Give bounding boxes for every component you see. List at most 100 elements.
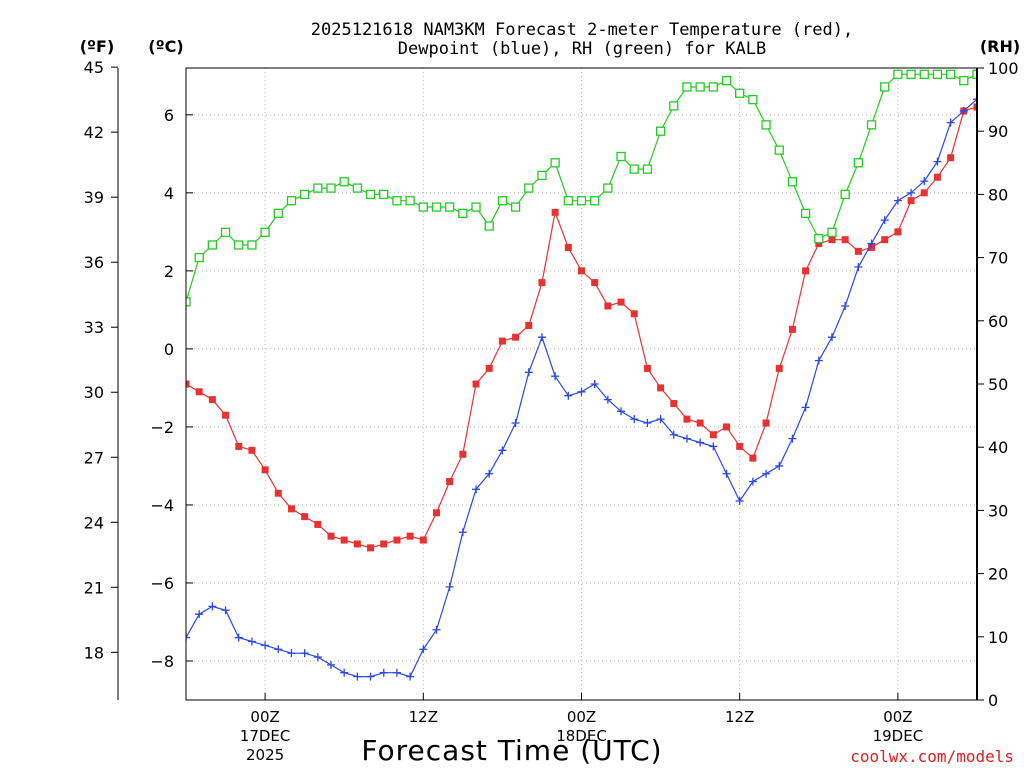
rh-point [853, 158, 863, 168]
temperature-point [340, 536, 348, 544]
chart-title-line1: 2025121618 NAM3KM Forecast 2-meter Tempe… [311, 20, 853, 40]
temperature-point [419, 536, 427, 544]
dewpoint-point [709, 442, 718, 451]
rh-point [379, 189, 389, 200]
fahrenheit-tick-label: 39 [84, 188, 104, 207]
x-date-label: 17DEC [240, 727, 291, 745]
temperature-point [933, 173, 941, 181]
rh-point [352, 183, 363, 193]
dewpoint-point [946, 118, 955, 127]
rh-point [814, 233, 824, 244]
temperature-point [353, 540, 361, 548]
rh-point [313, 183, 323, 193]
temperature-point [367, 544, 375, 552]
rh-point [431, 202, 442, 212]
dewpoint-point [537, 333, 546, 342]
rh-tick-label: 40 [988, 438, 1008, 457]
dewpoint-point [801, 403, 810, 412]
dewpoint-point [445, 582, 454, 591]
rh-point [405, 196, 415, 206]
temperature-point [815, 240, 823, 248]
temperature-point [736, 442, 744, 450]
dewpoint-point [353, 672, 362, 681]
temperature-point [788, 325, 796, 333]
x-tick-label: 00Z [883, 708, 912, 726]
dewpoint-point [827, 333, 836, 342]
dewpoint-point [274, 645, 283, 654]
x-tick-label: 00Z [567, 708, 596, 726]
rh-tick-label: 100 [988, 59, 1019, 78]
celsius-tick-label: 0 [164, 340, 174, 359]
temperature-point [393, 536, 401, 544]
rh-point [220, 227, 231, 237]
rh-point [286, 196, 297, 206]
dewpoint-point [893, 196, 902, 205]
rh-tick-label: 10 [988, 628, 1008, 647]
rh-tick-label: 80 [988, 185, 1008, 204]
rh-point [893, 69, 903, 79]
celsius-tick-label: 6 [164, 106, 174, 125]
dewpoint-point [748, 477, 757, 486]
rh-point [906, 69, 916, 79]
temperature-point [630, 310, 638, 318]
dewpoint-point [221, 606, 230, 615]
fahrenheit-tick-label: 45 [84, 58, 104, 77]
temperature-point [696, 419, 704, 427]
dewpoint-point [775, 461, 784, 470]
rh-point [194, 252, 204, 263]
rh-point [576, 196, 587, 206]
rh-point [326, 183, 336, 193]
dewpoint-point [630, 415, 639, 424]
temperature-point [512, 333, 520, 341]
dewpoint-point [564, 391, 573, 400]
x-year-label: 2025 [246, 746, 284, 764]
fahrenheit-unit-label: (ºF) [80, 37, 115, 56]
fahrenheit-tick-label: 42 [84, 123, 104, 142]
dewpoint-point [234, 633, 243, 642]
gridlines [186, 68, 977, 700]
temperature-point [775, 364, 783, 372]
temperature-point [591, 279, 599, 287]
temperature-point [881, 236, 889, 244]
dewpoint-point [867, 239, 876, 248]
rh-point [186, 297, 191, 307]
temperature-point [222, 411, 230, 419]
rh-point [761, 120, 771, 130]
dewpoint-point [327, 660, 336, 669]
rh-point [445, 202, 455, 212]
temperature-point [485, 364, 493, 372]
dewpoint-point [406, 672, 415, 681]
rh-point [880, 82, 890, 92]
rh-tick-label: 30 [988, 501, 1008, 520]
fahrenheit-tick-label: 27 [84, 448, 104, 467]
temperature-point [287, 505, 295, 513]
dewpoint-point [379, 668, 388, 677]
temperature-point [274, 489, 282, 497]
temperature-point [195, 388, 203, 396]
dewpoint-point [880, 216, 889, 225]
x-date-label: 19DEC [873, 727, 924, 745]
series-layer [186, 69, 977, 681]
dewpoint-point [485, 469, 494, 478]
temperature-point [551, 208, 559, 216]
celsius-tick-label: 2 [164, 262, 174, 281]
rh-point [721, 75, 732, 86]
rh-point [840, 189, 850, 200]
credit-label: coolwx.com/models [850, 747, 1014, 766]
rh-point [497, 196, 508, 206]
dewpoint-point [669, 430, 678, 439]
rh-point [774, 145, 784, 155]
rh-point [603, 183, 613, 193]
celsius-tick-label: −2 [150, 418, 174, 437]
temperature-point [380, 540, 388, 548]
rh-point [510, 202, 521, 212]
series-dewpoint [186, 95, 977, 681]
x-date-label: 18DEC [556, 727, 607, 745]
temperature-point [643, 364, 651, 372]
series-line [186, 106, 977, 549]
temperature-point [564, 243, 572, 251]
dewpoint-point [682, 434, 691, 443]
rh-point [669, 101, 679, 111]
